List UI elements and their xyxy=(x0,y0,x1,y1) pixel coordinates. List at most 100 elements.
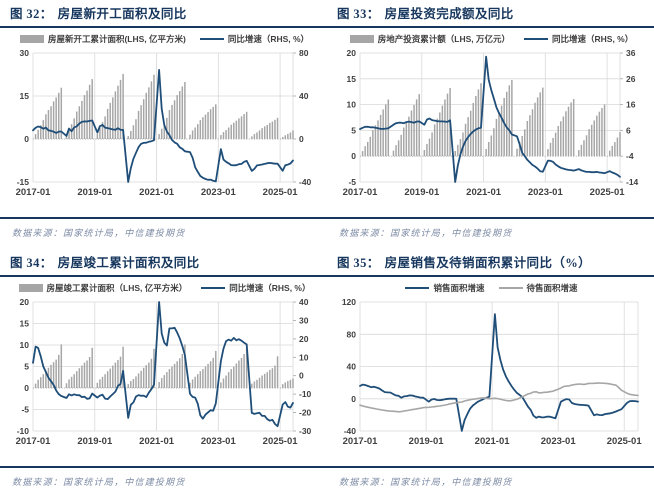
data-source-note: 数据来源：国家统计局，中信建投期货 xyxy=(339,228,513,238)
svg-text:2023-01: 2023-01 xyxy=(201,436,237,447)
svg-text:2021-01: 2021-01 xyxy=(475,436,511,447)
svg-text:26: 26 xyxy=(626,74,636,84)
svg-text:2019-01: 2019-01 xyxy=(77,187,113,198)
bar-swatch-icon xyxy=(349,35,374,43)
figure-number: 图 32： xyxy=(10,7,53,21)
svg-text:0: 0 xyxy=(24,383,29,393)
svg-text:2019-01: 2019-01 xyxy=(404,187,440,198)
legend-item: 房屋竣工累计面积（LHS, 亿平方米） xyxy=(18,282,187,294)
figure-title-text: 房屋竣工累计面积及同比 xyxy=(57,256,200,270)
svg-text:2021-01: 2021-01 xyxy=(139,187,175,198)
svg-text:2017-01: 2017-01 xyxy=(16,436,52,447)
spacer xyxy=(335,199,648,217)
svg-text:16: 16 xyxy=(626,100,636,110)
svg-text:40: 40 xyxy=(347,362,357,372)
svg-text:0: 0 xyxy=(299,371,304,381)
figure-title-text: 房屋新开工面积及同比 xyxy=(57,7,187,21)
svg-text:15: 15 xyxy=(20,319,30,329)
svg-text:80: 80 xyxy=(299,48,309,58)
svg-text:2017-01: 2017-01 xyxy=(343,187,379,198)
line-swatch-icon xyxy=(199,38,224,40)
spacer xyxy=(335,448,648,466)
chart-canvas-new-starts: 2017-01 2019-01 2021-01 2023-01 2025-01 30 15 0… xyxy=(16,48,312,198)
figure-title: 图 33： 房屋投资完成额及同比 xyxy=(335,7,648,22)
title-divider xyxy=(327,275,654,277)
title-divider xyxy=(327,26,654,28)
svg-text:2021-01: 2021-01 xyxy=(466,187,502,198)
svg-text:0: 0 xyxy=(299,134,304,144)
data-source-note: 数据来源：国家统计局，中信建投期货 xyxy=(12,228,186,238)
svg-text:5: 5 xyxy=(24,362,29,372)
bar-swatch-icon xyxy=(19,35,44,43)
spacer xyxy=(8,199,321,217)
svg-text:2025-01: 2025-01 xyxy=(607,436,643,447)
legend-item: 销售面积增速 xyxy=(405,282,485,294)
legend-label: 房地产投资累计额（LHS, 万亿元） xyxy=(377,34,510,44)
svg-text:2025-01: 2025-01 xyxy=(263,187,299,198)
svg-text:2025-01: 2025-01 xyxy=(263,436,299,447)
svg-text:0: 0 xyxy=(351,151,356,161)
svg-text:30: 30 xyxy=(299,315,309,325)
line-swatch-icon xyxy=(201,287,226,289)
svg-text:20: 20 xyxy=(299,334,309,344)
svg-text:2017-01: 2017-01 xyxy=(16,187,52,198)
svg-text:30: 30 xyxy=(20,48,30,58)
bar-swatch-icon xyxy=(18,284,43,292)
legend-label: 同比增速（RHS, %） xyxy=(552,34,634,44)
chart-legend: 房屋新开工累计面积(LHS, 亿平方米) 同比增速（RHS, %） xyxy=(8,33,321,45)
svg-text:-10: -10 xyxy=(299,389,312,399)
svg-text:10: 10 xyxy=(299,352,309,362)
bottom-divider xyxy=(327,466,654,468)
figure-number: 图 33： xyxy=(337,7,380,21)
svg-text:5: 5 xyxy=(351,125,356,135)
figure-number: 图 35： xyxy=(337,256,380,270)
svg-text:-5: -5 xyxy=(348,177,356,187)
svg-text:20: 20 xyxy=(20,297,30,307)
figure-panel-33: 图 33： 房屋投资完成额及同比 房地产投资累计额（LHS, 万亿元） 同比增速（R… xyxy=(327,0,654,249)
legend-item: 房地产投资累计额（LHS, 万亿元） xyxy=(349,33,510,45)
spacer xyxy=(8,448,321,466)
svg-text:15: 15 xyxy=(347,74,357,84)
svg-text:120: 120 xyxy=(342,297,356,307)
svg-text:40: 40 xyxy=(299,91,309,101)
line-swatch-icon xyxy=(405,287,430,289)
svg-text:6: 6 xyxy=(626,125,631,135)
chart-canvas-sales-inventory: 2017-01 2019-01 2021-01 2023-01 2025-01 120 80… xyxy=(342,297,643,447)
svg-text:-4: -4 xyxy=(626,151,634,161)
title-divider xyxy=(0,275,327,277)
svg-text:-30: -30 xyxy=(299,426,312,436)
svg-text:2023-01: 2023-01 xyxy=(201,187,237,198)
svg-text:40: 40 xyxy=(299,297,309,307)
svg-text:2017-01: 2017-01 xyxy=(343,436,379,447)
svg-text:-40: -40 xyxy=(299,177,312,187)
legend-label: 销售面积增速 xyxy=(433,283,485,293)
bottom-divider xyxy=(0,466,327,468)
figure-panel-35: 图 35： 房屋销售及待销面积累计同比（%） 销售面积增速 待售面积增速 2017-… xyxy=(327,249,654,498)
svg-text:-20: -20 xyxy=(299,408,312,418)
chart-legend: 房地产投资累计额（LHS, 万亿元） 同比增速（RHS, %） xyxy=(335,33,648,45)
line-swatch-icon xyxy=(524,38,548,40)
svg-text:2019-01: 2019-01 xyxy=(77,436,113,447)
line-swatch-icon xyxy=(498,287,523,289)
legend-label: 同比增速（RHS, %） xyxy=(229,283,311,293)
legend-label: 待售面积增速 xyxy=(526,283,578,293)
svg-text:2025-01: 2025-01 xyxy=(590,187,626,198)
chart-canvas-completions: 2017-01 2019-01 2021-01 2023-01 2025-01 20 15 1… xyxy=(16,297,312,447)
chart-legend: 房屋竣工累计面积（LHS, 亿平方米） 同比增速（RHS, %） xyxy=(8,282,321,294)
svg-text:0: 0 xyxy=(351,394,356,404)
svg-text:-10: -10 xyxy=(17,426,30,436)
legend-item: 待售面积增速 xyxy=(498,282,578,294)
legend-item: 房屋新开工累计面积(LHS, 亿平方米) xyxy=(19,33,186,45)
chart-canvas-investment: 2017-01 2019-01 2021-01 2023-01 2025-01 20 15 1… xyxy=(343,48,639,198)
data-source-note: 数据来源：国家统计局，中信建投期货 xyxy=(12,477,186,487)
legend-label: 房屋新开工累计面积(LHS, 亿平方米) xyxy=(47,34,186,44)
figure-title-text: 房屋销售及待销面积累计同比（%） xyxy=(384,256,592,270)
svg-text:-40: -40 xyxy=(344,426,357,436)
svg-text:2023-01: 2023-01 xyxy=(528,187,564,198)
svg-text:-14: -14 xyxy=(626,177,639,187)
svg-text:15: 15 xyxy=(20,91,30,101)
figure-number: 图 34： xyxy=(10,256,53,270)
svg-text:10: 10 xyxy=(20,340,30,350)
title-divider xyxy=(0,26,327,28)
